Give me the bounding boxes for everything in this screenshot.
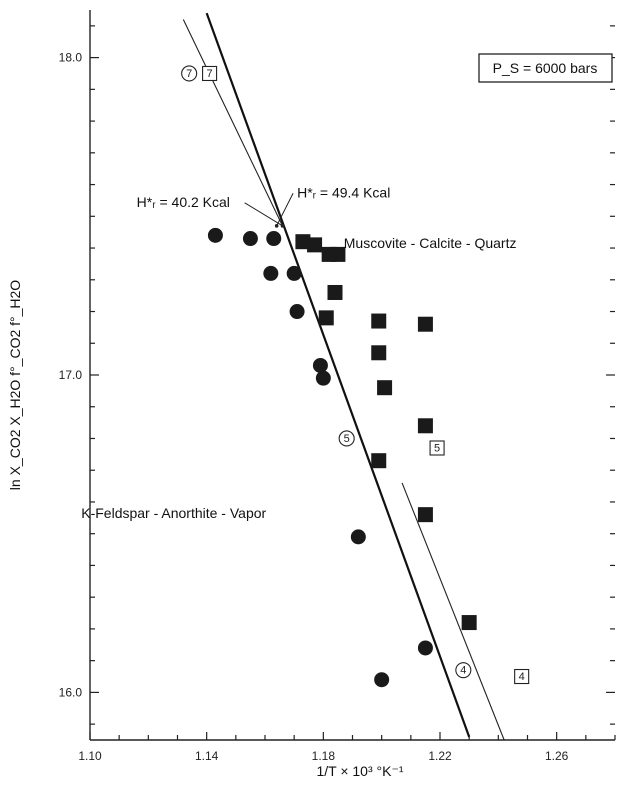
data-point-circle <box>350 529 366 545</box>
data-point-circle <box>242 231 258 247</box>
data-point-circle <box>289 304 305 320</box>
fit-line-49-4 <box>205 12 471 738</box>
pressure-label: P_S = 6000 bars <box>493 60 598 76</box>
data-point-square <box>318 310 334 326</box>
open-circle <box>338 430 355 447</box>
data-point-square <box>307 237 323 253</box>
x-axis-label: 1/T × 10³ °K⁻¹ <box>316 763 403 779</box>
fit-lines <box>182 12 505 741</box>
data-point-square <box>417 507 433 523</box>
open-marker-square: 5 <box>429 440 445 456</box>
x-tick-label: 1.26 <box>545 749 569 763</box>
enthalpy-label: H*ᵣ = 49.4 Kcal <box>297 184 390 200</box>
data-point-circle <box>207 227 223 243</box>
data-point-circle <box>266 231 282 247</box>
y-tick-label: 16.0 <box>59 685 83 699</box>
x-tick-label: 1.14 <box>195 749 219 763</box>
data-point-square <box>417 418 433 434</box>
phase-label: Muscovite - Calcite - Quartz <box>344 235 517 251</box>
data-point-square <box>377 380 393 396</box>
annotation-arrowhead <box>274 224 279 228</box>
fit-line-40-2-lower <box>401 482 505 741</box>
fit-line-40-2 <box>182 19 283 227</box>
data-point-square <box>461 615 477 631</box>
y-tick-label: 17.0 <box>59 368 83 382</box>
x-tick-label: 1.18 <box>312 749 336 763</box>
open-marker-label: 4 <box>519 671 525 683</box>
data-point-square <box>327 284 343 300</box>
annotation-leader <box>244 202 283 227</box>
open-marker-square: 4 <box>514 668 530 685</box>
y-axis-label: ln X_CO2 X_H2O f°_CO2 f°_H2O <box>7 280 23 491</box>
data-point-square <box>417 316 433 332</box>
axis-ticks: 1.10 1.14 1.18 1.22 1.26 16.0 17.0 18.0 <box>59 25 616 763</box>
annotation-leader <box>276 193 294 227</box>
data-point-circle <box>374 672 390 688</box>
open-marker-label: 5 <box>434 443 440 455</box>
reference-markers: 7 7 5 5 4 4 <box>181 65 530 685</box>
annotations: H*ᵣ = 40.2 Kcal H*ᵣ = 49.4 Kcal Muscovite … <box>81 184 516 521</box>
axes <box>89 10 615 741</box>
x-tick-label: 1.10 <box>78 749 102 763</box>
open-circle <box>455 662 472 679</box>
open-marker-square: 7 <box>202 65 218 82</box>
pressure-box: P_S = 6000 bars <box>478 53 613 83</box>
data-point-square <box>371 453 387 469</box>
x-tick-label: 1.22 <box>428 749 452 763</box>
open-marker-circle: 5 <box>338 430 355 447</box>
data-point-square <box>371 313 387 329</box>
open-circle <box>181 65 198 82</box>
data-point-circle <box>263 265 279 281</box>
open-marker-label: 7 <box>207 68 213 80</box>
open-marker-label: 7 <box>186 68 192 80</box>
open-marker-label: 5 <box>344 433 350 445</box>
data-point-square <box>330 246 346 262</box>
enthalpy-label: H*ᵣ = 40.2 Kcal <box>137 194 230 210</box>
open-square <box>202 65 218 82</box>
data-points <box>207 227 477 688</box>
phase-label: K-Feldspar - Anorthite - Vapor <box>81 505 266 521</box>
data-point-circle <box>312 357 328 373</box>
data-point-circle <box>417 640 433 656</box>
data-point-square <box>371 345 387 361</box>
open-marker-circle: 7 <box>181 65 198 82</box>
open-square <box>514 668 530 685</box>
data-point-circle <box>315 370 331 386</box>
open-square <box>429 440 445 456</box>
annotation-arrowhead <box>280 224 285 228</box>
y-tick-label: 18.0 <box>59 51 83 65</box>
open-marker-circle: 4 <box>455 662 472 679</box>
open-marker-label: 4 <box>460 665 466 677</box>
data-point-circle <box>286 265 302 281</box>
data-point-square <box>295 234 311 250</box>
